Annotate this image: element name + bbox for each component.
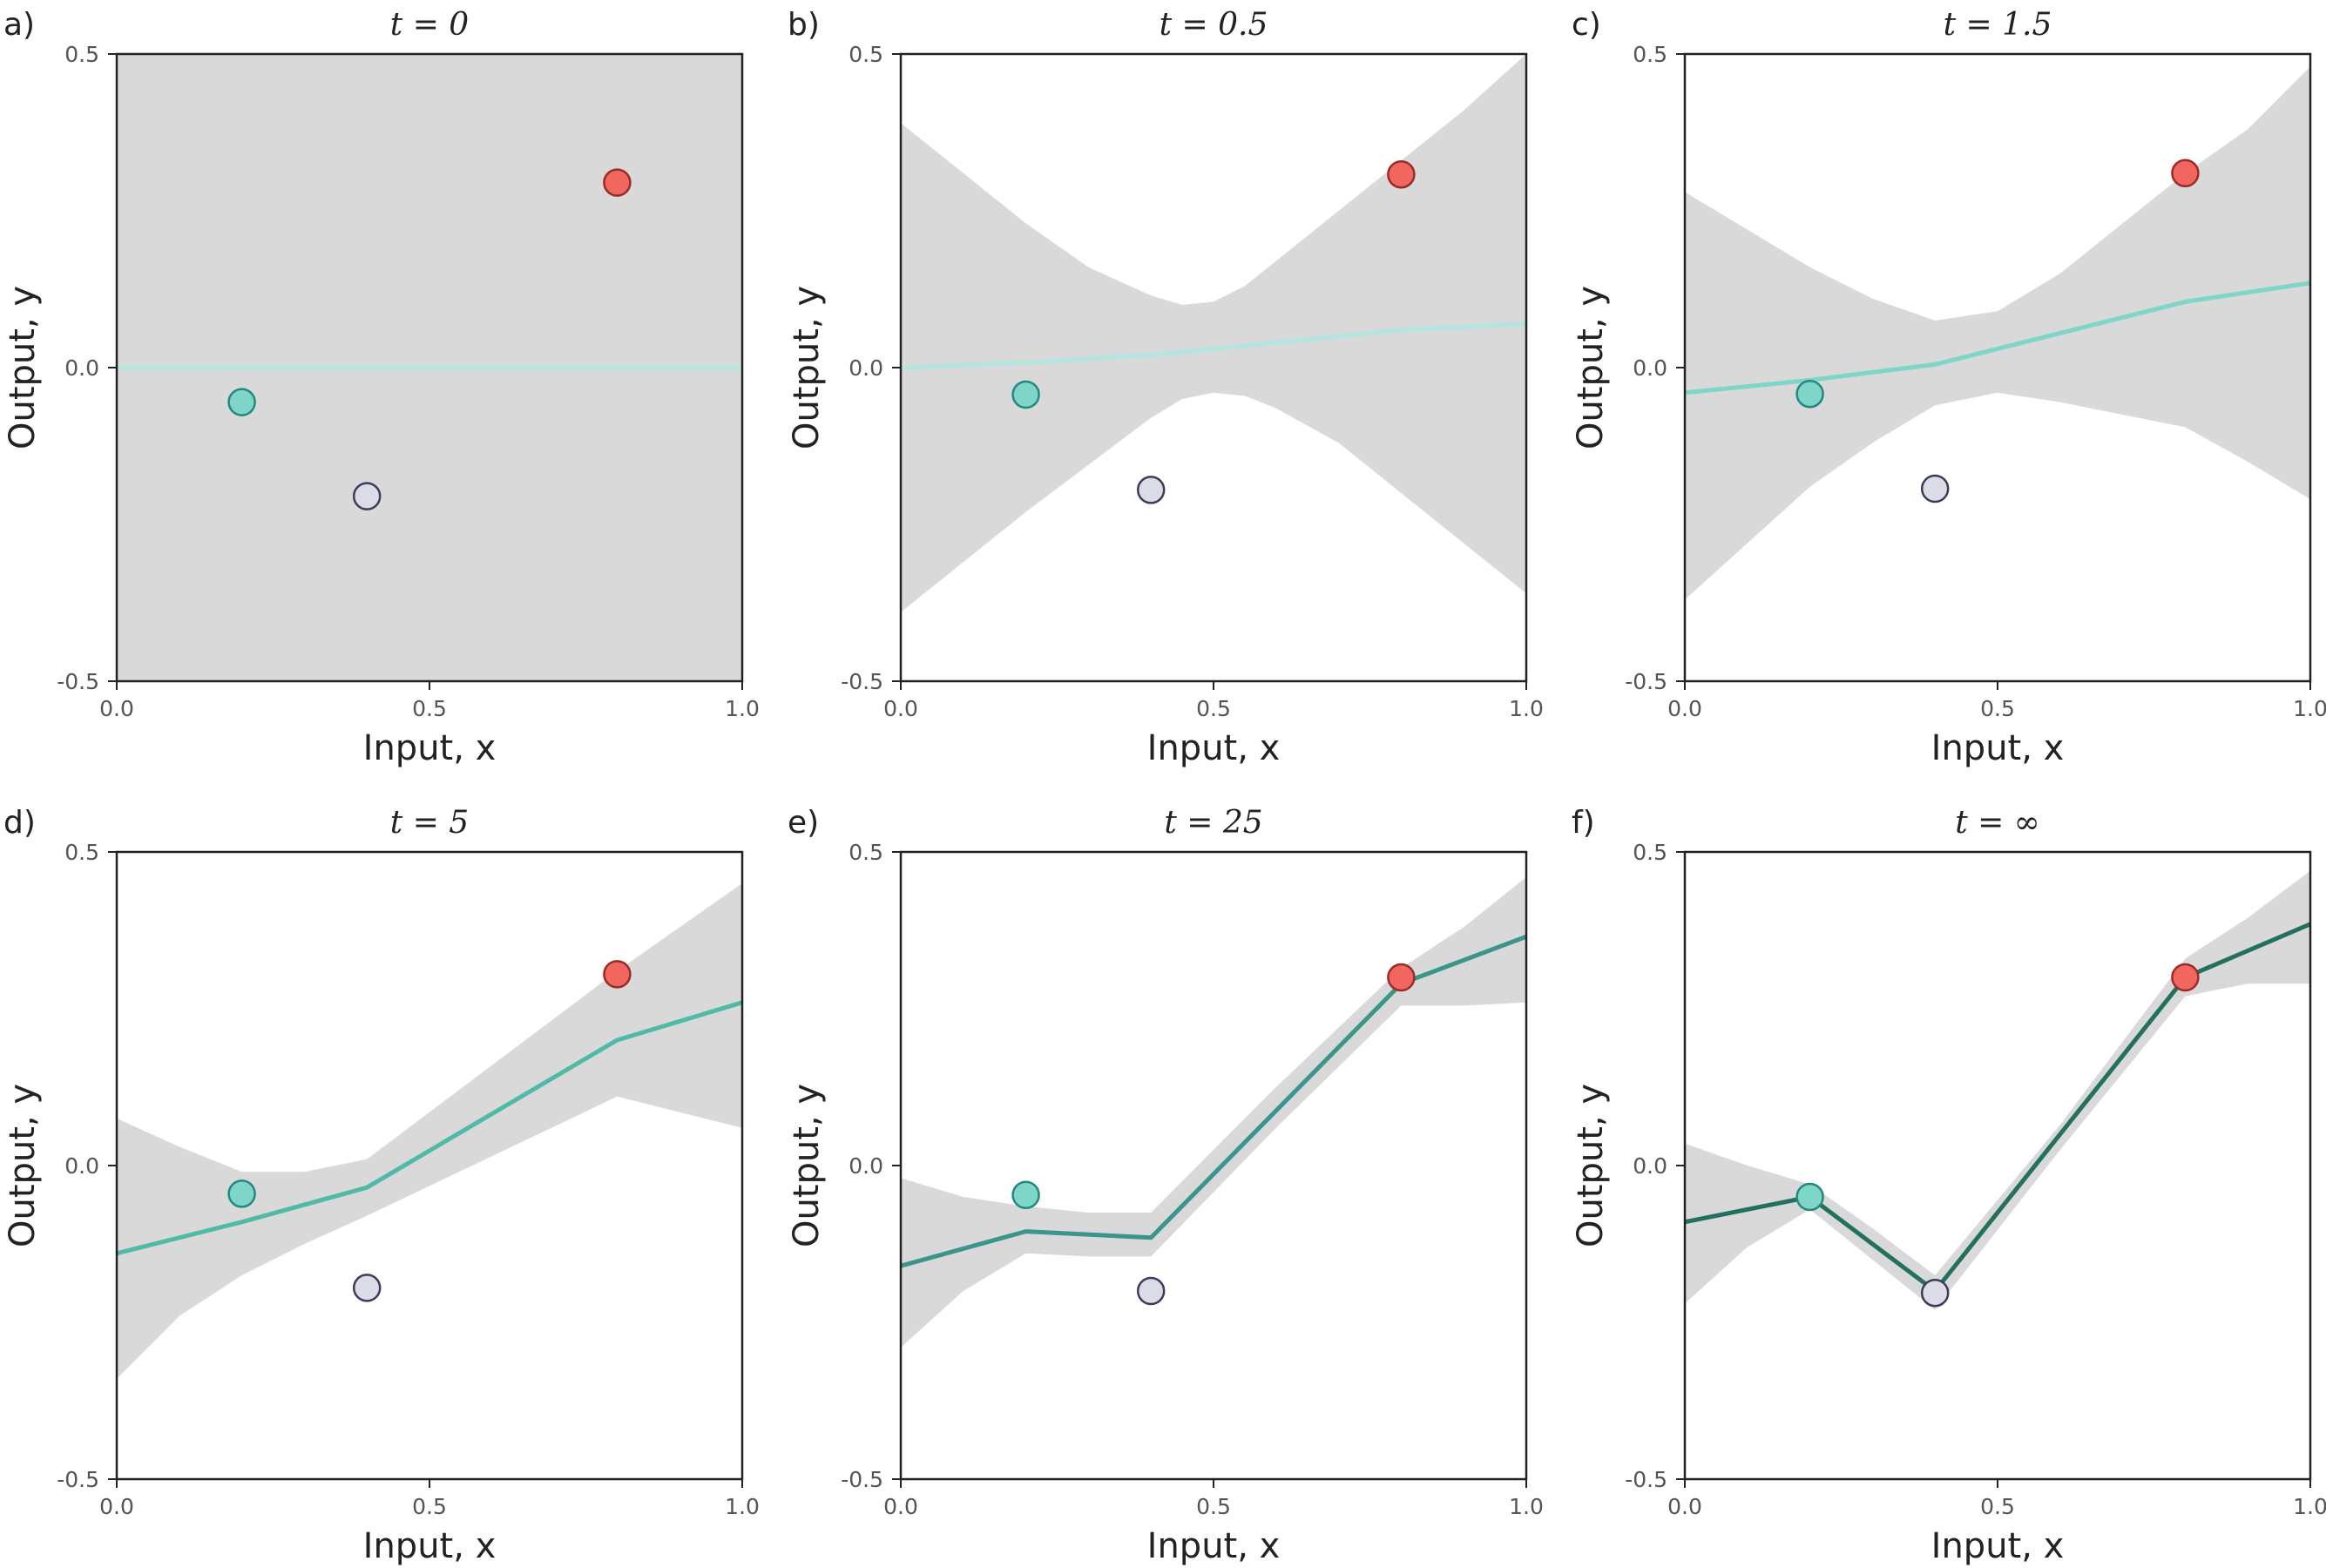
y-tick-label: -0.5 (841, 669, 883, 694)
y-tick-label: -0.5 (57, 1467, 99, 1492)
x-axis-label: Input, x (1931, 728, 2065, 768)
data-point (2171, 159, 2200, 188)
y-axis-label: Output, y (3, 1084, 43, 1247)
x-axis-label: Input, x (1931, 1526, 2065, 1566)
y-tick-label: 0.0 (1633, 355, 1667, 381)
x-axis-label: Input, x (363, 1526, 497, 1566)
y-axis-label: Output, y (1571, 1084, 1611, 1247)
panel-title: t = 0 (390, 7, 469, 43)
x-tick-label: 0.5 (1196, 1494, 1231, 1519)
panel-letter: b) (788, 7, 820, 43)
x-axis-label: Input, x (363, 728, 497, 768)
mean-prediction-line (1685, 280, 2310, 395)
y-tick-label: 0.0 (849, 1153, 883, 1179)
uncertainty-band (117, 883, 742, 1379)
y-tick-label: -0.5 (1625, 669, 1667, 694)
panel-letter: d) (3, 805, 36, 841)
panel-title: t = 1.5 (1944, 7, 2052, 43)
x-axis-label: Input, x (1147, 728, 1281, 768)
panel-letter: e) (788, 805, 819, 841)
data-point (603, 960, 632, 989)
y-tick-label: -0.5 (57, 669, 99, 694)
y-tick-label: 0.5 (64, 840, 99, 865)
panel-letter: a) (3, 7, 35, 43)
uncertainty-band (901, 876, 1526, 1348)
data-point (2171, 963, 2200, 992)
data-point (1387, 159, 1416, 189)
panel-letter: c) (1572, 7, 1601, 43)
y-axis-label: Output, y (787, 286, 827, 449)
uncertainty-band (1685, 870, 2310, 1310)
x-tick-label: 1.0 (725, 1494, 760, 1519)
data-point (1795, 379, 1824, 409)
y-axis-label: Output, y (1571, 286, 1611, 449)
data-point (1920, 1278, 1950, 1308)
data-point (603, 168, 632, 197)
x-tick-label: 1.0 (725, 696, 760, 721)
x-tick-label: 0.5 (412, 1494, 447, 1519)
y-tick-label: 0.0 (64, 355, 99, 381)
x-tick-label: 0.5 (1196, 696, 1231, 721)
x-tick-label: 1.0 (1509, 696, 1544, 721)
x-tick-label: 0.0 (99, 696, 134, 721)
data-point (1795, 1182, 1824, 1212)
y-tick-label: 0.0 (64, 1153, 99, 1179)
mean-prediction-line (901, 934, 1526, 1268)
y-tick-label: 0.5 (1633, 840, 1667, 865)
data-point (1136, 1276, 1166, 1306)
x-tick-label: 0.0 (883, 696, 918, 721)
x-tick-label: 0.0 (1667, 1494, 1702, 1519)
panel-title: t = 25 (1164, 805, 1262, 841)
x-tick-label: 1.0 (1509, 1494, 1544, 1519)
data-point (352, 482, 382, 510)
panel-title: t = 0.5 (1160, 7, 1268, 43)
y-tick-label: -0.5 (841, 1467, 883, 1492)
y-tick-label: 0.5 (849, 42, 883, 67)
y-axis-label: Output, y (3, 286, 43, 449)
data-point (1011, 1180, 1040, 1210)
y-tick-label: 0.0 (849, 355, 883, 381)
data-point (227, 1179, 256, 1208)
uncertainty-band (1685, 66, 2310, 600)
x-tick-label: 0.0 (883, 1494, 918, 1519)
y-tick-label: 0.0 (1633, 1153, 1667, 1179)
data-point (1136, 476, 1166, 504)
panel-title: t = 5 (390, 805, 469, 841)
panel-title: t = ∞ (1955, 805, 2040, 841)
mean-prediction-line (117, 1000, 742, 1256)
panel-letter: f) (1572, 805, 1595, 841)
y-axis-label: Output, y (787, 1084, 827, 1247)
data-point (1920, 474, 1950, 504)
data-point (1011, 380, 1040, 409)
x-tick-label: 0.5 (412, 696, 447, 721)
x-tick-label: 0.5 (1980, 1494, 2015, 1519)
x-tick-label: 1.0 (2293, 696, 2326, 721)
data-point (1387, 963, 1416, 992)
x-tick-label: 1.0 (2293, 1494, 2326, 1519)
x-tick-label: 0.5 (1980, 696, 2015, 721)
x-axis-label: Input, x (1147, 1526, 1281, 1566)
x-tick-label: 0.0 (99, 1494, 134, 1519)
y-tick-label: 0.5 (1633, 42, 1667, 67)
y-tick-label: -0.5 (1625, 1467, 1667, 1492)
y-tick-label: 0.5 (849, 840, 883, 865)
x-tick-label: 0.0 (1667, 696, 1702, 721)
data-point (227, 388, 256, 416)
uncertainty-band (901, 54, 1526, 612)
data-point (352, 1274, 382, 1302)
y-tick-label: 0.5 (64, 42, 99, 67)
mean-prediction-line (901, 321, 1526, 370)
